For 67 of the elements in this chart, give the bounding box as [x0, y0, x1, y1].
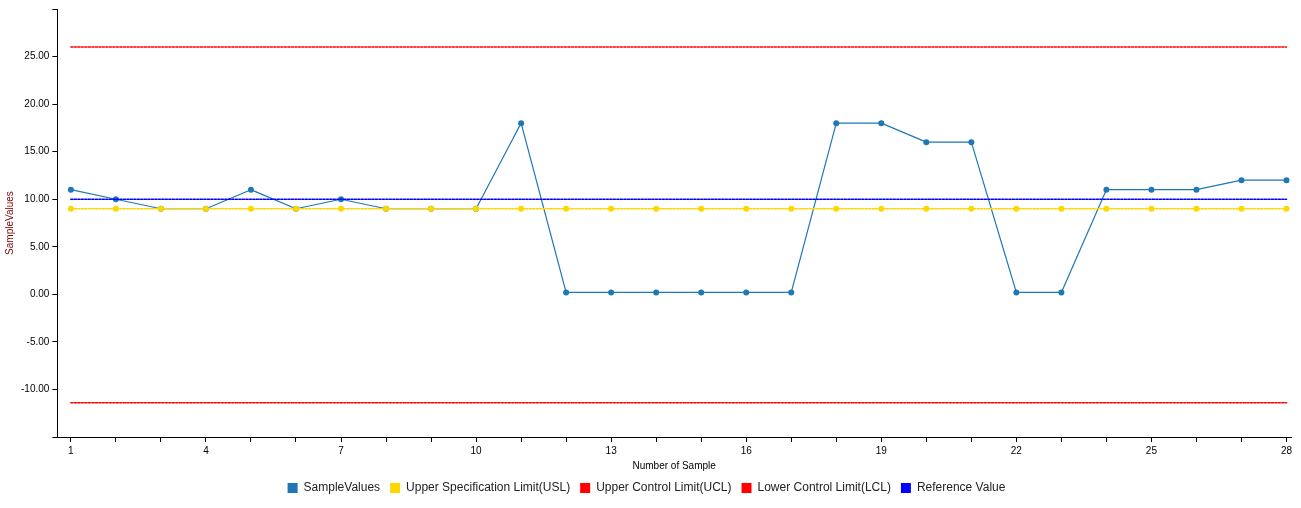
point — [67, 186, 74, 193]
x-tick-label: 19 — [875, 444, 888, 456]
point — [653, 205, 660, 212]
legend-label: SampleValues — [303, 480, 381, 495]
point — [878, 205, 885, 212]
point — [1148, 186, 1155, 193]
point — [1103, 205, 1110, 212]
x-tick-label: 10 — [470, 444, 483, 456]
y-tick-label: 0.00 — [29, 288, 50, 300]
x-axis-title: Number of Sample — [632, 459, 717, 471]
x-tick-label: 22 — [1010, 444, 1023, 456]
point — [833, 205, 840, 212]
point — [338, 205, 344, 212]
point — [1193, 186, 1200, 193]
point — [1058, 289, 1065, 296]
point — [1193, 205, 1200, 212]
point — [743, 289, 750, 296]
y-tick-label: 25.00 — [24, 50, 50, 62]
point — [608, 205, 615, 212]
point — [1013, 205, 1020, 212]
legend-label: Upper Specification Limit(USL) — [406, 480, 571, 495]
legend-label: Lower Control Limit(LCL) — [757, 480, 891, 495]
point — [923, 139, 930, 146]
x-tick-label: 13 — [605, 444, 618, 456]
point — [923, 205, 930, 212]
point — [653, 289, 660, 296]
y-tick-label: 20.00 — [24, 97, 50, 109]
point — [1103, 186, 1110, 193]
point — [112, 205, 119, 212]
point — [698, 289, 705, 296]
legend-label: Reference Value — [916, 480, 1006, 495]
point — [833, 120, 840, 127]
point — [788, 289, 795, 296]
y-tick-label: 10.00 — [24, 192, 50, 204]
point — [878, 120, 885, 127]
x-tick-label: 4 — [203, 444, 210, 456]
point — [518, 120, 525, 127]
point — [247, 205, 254, 212]
y-axis-title: SampleValues — [3, 191, 15, 255]
x-tick-label: 1 — [68, 444, 75, 456]
y-tick-label: 5.00 — [29, 240, 50, 252]
x-tick-label: 28 — [1280, 444, 1293, 456]
point — [1283, 177, 1290, 184]
point — [1238, 177, 1245, 184]
point — [518, 205, 525, 212]
point — [743, 205, 750, 212]
x-tick-label: 7 — [338, 444, 345, 456]
x-tick-label: 25 — [1145, 444, 1158, 456]
y-tick-label: -10.00 — [21, 383, 50, 395]
point — [608, 289, 615, 296]
point — [1013, 289, 1020, 296]
point — [968, 205, 975, 212]
point — [968, 139, 975, 146]
point — [247, 186, 254, 193]
y-tick-label: 15.00 — [24, 145, 50, 157]
point — [563, 289, 570, 296]
point — [1058, 205, 1065, 212]
x-tick-label: 16 — [740, 444, 753, 456]
point — [698, 205, 705, 212]
legend-label: Upper Control Limit(UCL) — [596, 480, 732, 495]
point — [788, 205, 795, 212]
point — [67, 205, 74, 212]
point — [1283, 205, 1290, 212]
point — [1148, 205, 1155, 212]
y-tick-label: -5.00 — [26, 335, 50, 347]
point — [563, 205, 570, 212]
point — [1238, 205, 1245, 212]
